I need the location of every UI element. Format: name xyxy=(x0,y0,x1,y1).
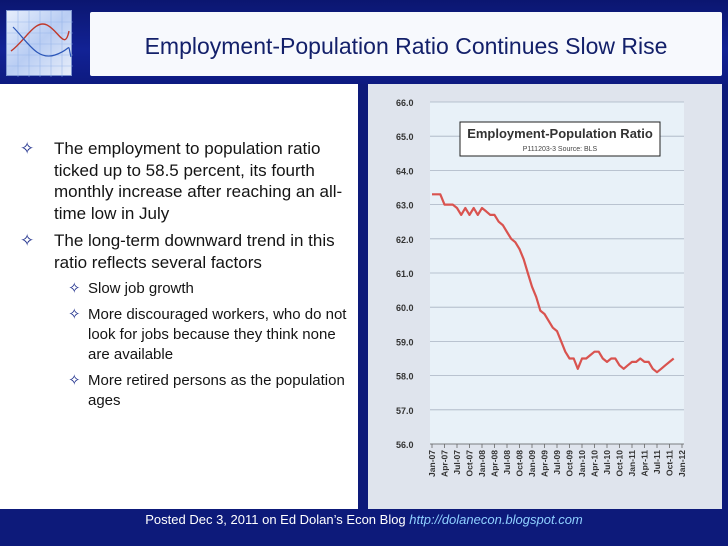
series-line xyxy=(432,193,675,374)
bullet-text: Slow job growth xyxy=(88,280,194,297)
bullet-item: ✧ More discouraged workers, who do not lo… xyxy=(68,305,350,365)
chart-title: Employment-Population Ratio xyxy=(467,126,653,141)
bullet-list: ✧ The employment to population ratio tick… xyxy=(20,138,350,417)
bullet-item: ✧ The long-term downward trend in this ra… xyxy=(20,230,350,273)
x-tick-label: Jan-07 xyxy=(427,450,437,477)
x-tick-label: Jan-09 xyxy=(527,450,537,477)
y-tick-label: 61.0 xyxy=(396,269,414,279)
x-tick-label: Oct-09 xyxy=(565,450,575,477)
x-tick-label: Jul-09 xyxy=(552,450,562,475)
bullet-marker-icon: ✧ xyxy=(68,372,81,389)
y-tick-label: 66.0 xyxy=(396,98,414,108)
chart-title-box xyxy=(459,121,661,157)
x-tick-label: Apr-07 xyxy=(440,450,450,477)
x-tick-label: Oct-07 xyxy=(465,450,475,477)
y-tick-label: 64.0 xyxy=(396,166,414,176)
x-tick-label: Jul-07 xyxy=(452,450,462,475)
x-tick-label: Apr-10 xyxy=(590,450,600,477)
x-tick-label: Apr-09 xyxy=(540,450,550,477)
bullet-item: ✧ More retired persons as the population … xyxy=(68,371,350,411)
bullet-text: The long-term downward trend in this rat… xyxy=(54,231,335,272)
bullet-marker-icon: ✧ xyxy=(68,280,81,297)
x-tick-label: Apr-11 xyxy=(640,450,650,477)
y-tick-label: 59.0 xyxy=(396,337,414,347)
bullet-item: ✧ The employment to population ratio tick… xyxy=(20,138,350,224)
footer: Posted Dec 3, 2011 on Ed Dolan’s Econ Bl… xyxy=(0,512,728,527)
bullet-marker-icon: ✧ xyxy=(20,139,35,158)
x-tick-label: Jan-11 xyxy=(627,450,637,477)
bullet-text: The employment to population ratio ticke… xyxy=(54,139,343,223)
graph-grid-icon xyxy=(7,11,73,77)
x-tick-label: Oct-08 xyxy=(515,450,525,477)
y-tick-label: 63.0 xyxy=(396,201,414,211)
x-tick-label: Jul-11 xyxy=(652,450,662,474)
bullet-marker-icon: ✧ xyxy=(68,306,81,323)
y-tick-label: 58.0 xyxy=(396,372,414,382)
bullet-text: More retired persons as the population a… xyxy=(88,372,345,409)
x-tick-label: Oct-10 xyxy=(615,450,625,477)
x-tick-label: Jul-10 xyxy=(602,450,612,475)
page-title: Employment-Population Ratio Continues Sl… xyxy=(144,33,668,59)
title-band: Employment-Population Ratio Continues Sl… xyxy=(90,12,722,76)
bullet-text: More discouraged workers, who do not loo… xyxy=(88,306,347,363)
footer-text: Posted Dec 3, 2011 on Ed Dolan’s Econ Bl… xyxy=(145,512,406,527)
bullet-panel: ✧ The employment to population ratio tick… xyxy=(0,84,358,509)
y-tick-label: 60.0 xyxy=(396,303,414,313)
bullet-marker-icon: ✧ xyxy=(20,231,35,250)
x-tick-label: Jan-10 xyxy=(577,450,587,477)
chart-panel: 56.0 57.0 58.0 59.0 60.0 61.0 62.0 63.0 64.0 65.0… xyxy=(368,84,722,509)
employment-ratio-chart: 56.0 57.0 58.0 59.0 60.0 61.0 62.0 63.0 64.0 65.0… xyxy=(368,84,722,509)
x-tick-label: Jan-08 xyxy=(477,450,487,477)
y-tick-label: 62.0 xyxy=(396,235,414,245)
x-tick-label: Jul-08 xyxy=(502,450,512,475)
y-tick-label: 65.0 xyxy=(396,132,414,142)
x-tick-label: Jan-12 xyxy=(677,450,687,477)
y-tick-label: 56.0 xyxy=(396,440,414,450)
x-tick-label: Apr-08 xyxy=(490,450,500,477)
bullet-item: ✧ Slow job growth xyxy=(68,279,350,299)
logo xyxy=(6,10,73,77)
x-tick-label: Oct-11 xyxy=(665,450,675,476)
blog-link[interactable]: http://dolanecon.blogspot.com xyxy=(409,512,583,527)
chart-subtitle: P111203-3 Source: BLS xyxy=(523,146,598,153)
y-tick-label: 57.0 xyxy=(396,406,414,416)
